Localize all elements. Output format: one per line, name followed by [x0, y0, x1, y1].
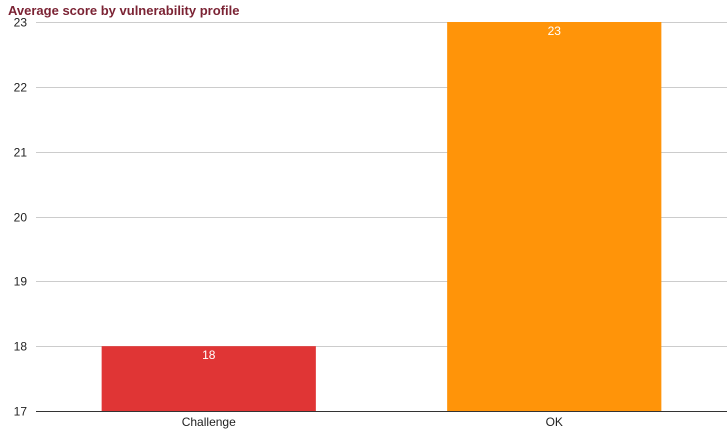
- bars: [36, 22, 727, 412]
- y-tick-label: 20: [14, 211, 28, 225]
- x-tick-label: Challenge: [182, 415, 236, 429]
- labels: 17 18 19 20 21 22 23 18 Challenge 23 OK: [14, 16, 563, 430]
- y-tick-label: 19: [14, 275, 28, 289]
- data-label: 18: [202, 348, 216, 362]
- y-tick-label: 18: [14, 340, 28, 354]
- y-tick-label: 23: [14, 16, 28, 30]
- x-tick-label: OK: [546, 415, 563, 429]
- chart-title: Average score by vulnerability profile: [8, 3, 240, 18]
- y-tick-label: 17: [14, 405, 28, 419]
- y-tick-label: 21: [14, 146, 28, 160]
- y-tick-label: 22: [14, 81, 28, 95]
- bar: [447, 22, 662, 411]
- bar: [101, 346, 316, 411]
- data-label: 23: [548, 24, 562, 38]
